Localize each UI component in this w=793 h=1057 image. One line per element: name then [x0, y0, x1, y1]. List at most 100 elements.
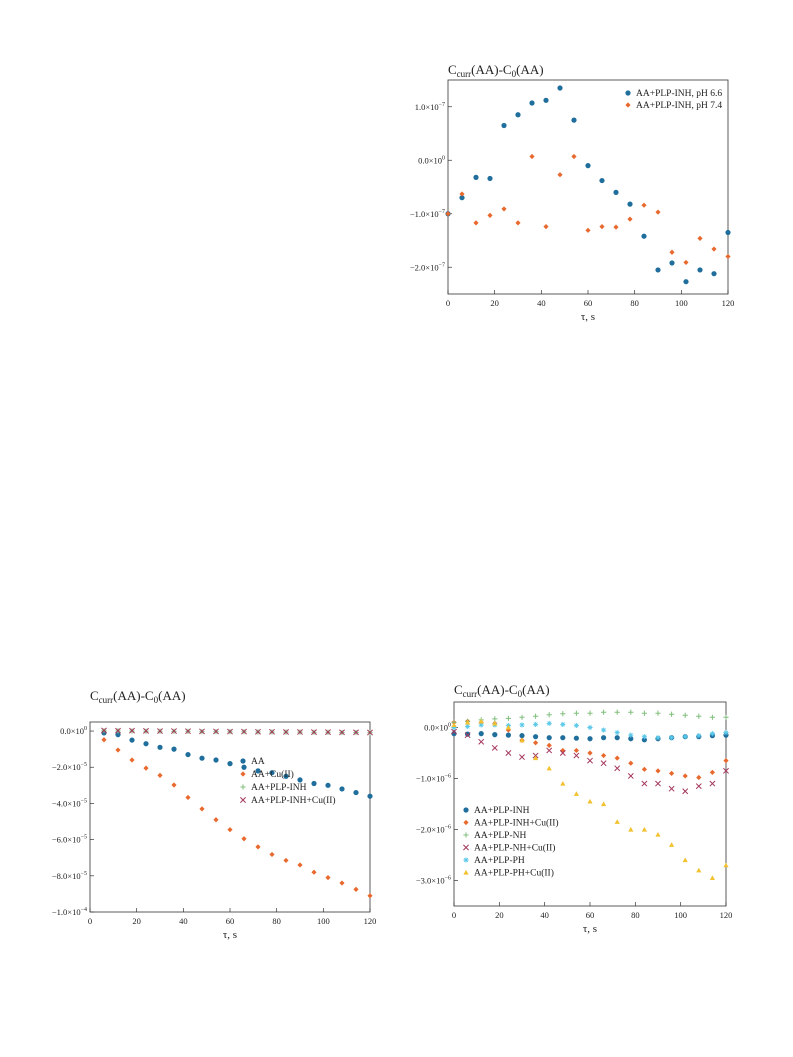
x-tick-label: 120: [720, 910, 733, 920]
legend-marker: [240, 758, 246, 764]
x-tick-label: 0: [452, 910, 456, 920]
legend-marker: [463, 857, 469, 863]
data-point: [709, 875, 715, 881]
data-point: [614, 755, 620, 761]
data-point: [546, 747, 553, 754]
data-point: [546, 735, 552, 741]
chart-plp-variants: Ccurr(AA)-C0(AA) 0 20 40 60 80 100 120 τ, s 0.0×1…: [398, 678, 743, 950]
data-point: [157, 728, 163, 735]
data-point: [573, 752, 580, 759]
series-2: [101, 728, 373, 736]
data-point: [573, 747, 579, 754]
data-point: [487, 212, 493, 218]
data-point: [241, 836, 247, 842]
data-point: [459, 195, 465, 201]
data-point: [213, 757, 219, 763]
data-point: [628, 826, 634, 832]
data-point: [696, 733, 702, 739]
data-point: [515, 220, 521, 226]
data-point: [682, 857, 688, 863]
legend-label: AA+PLP-INH+Cu(II): [474, 818, 559, 829]
data-point: [501, 206, 507, 212]
data-point: [185, 751, 191, 758]
data-point: [255, 728, 261, 735]
x-tick-label: 40: [179, 916, 188, 926]
data-point: [601, 752, 607, 759]
data-point: [696, 713, 702, 719]
data-point: [601, 735, 607, 741]
data-point: [725, 229, 731, 236]
data-point: [614, 709, 620, 715]
data-point: [669, 770, 675, 776]
data-point: [478, 731, 484, 737]
legend-marker: [240, 771, 246, 777]
data-point: [533, 740, 539, 746]
data-point: [529, 153, 535, 160]
data-point: [325, 875, 331, 881]
data-point: [297, 862, 303, 868]
data-point: [478, 738, 485, 745]
legend-marker: [625, 102, 631, 108]
data-point: [655, 768, 661, 774]
data-point: [655, 735, 661, 741]
data-point: [367, 893, 373, 899]
data-point: [695, 783, 702, 790]
x-tick-label: 20: [490, 298, 499, 308]
data-point: [515, 112, 521, 118]
legend-label: AA+PLP-PH+Cu(II): [474, 868, 554, 879]
data-point: [199, 755, 205, 761]
series-2: [451, 709, 729, 725]
data-point: [478, 722, 484, 728]
legend-marker: [463, 807, 469, 813]
data-point: [519, 722, 525, 728]
x-axis-label: τ, s: [581, 311, 595, 323]
data-point: [143, 741, 149, 747]
data-point: [560, 711, 566, 717]
data-point: [473, 174, 479, 180]
y-tick-label: −2.0×10−5: [52, 762, 87, 772]
data-point: [241, 764, 247, 770]
x-axis-label: τ, s: [223, 929, 237, 941]
data-point: [655, 209, 661, 215]
data-point: [546, 720, 552, 727]
data-point: [587, 736, 593, 742]
chart0-svg: Ccurr(AA)-C0(AA) 0 20 40 60 80 100 120 τ, s 1.0×1…: [410, 62, 734, 323]
data-point: [185, 728, 191, 735]
data-point: [283, 728, 289, 735]
data-point: [709, 780, 716, 787]
data-point: [492, 720, 498, 726]
legend-label: AA+PLP-INH: [251, 783, 307, 793]
data-point: [311, 869, 317, 875]
data-point: [505, 724, 511, 730]
y-tick-label: −1.0×10−7: [410, 209, 445, 219]
data-point: [723, 862, 729, 868]
data-point: [641, 233, 647, 239]
data-point: [367, 729, 373, 736]
data-point: [723, 714, 729, 720]
data-point: [641, 710, 647, 716]
data-point: [157, 744, 163, 750]
data-point: [451, 724, 457, 731]
data-point: [143, 765, 149, 771]
data-point: [465, 731, 471, 737]
data-point: [683, 279, 689, 285]
data-point: [627, 216, 633, 222]
x-tick-label: 60: [584, 298, 593, 308]
y-tick-label: −2.0×10−7: [410, 262, 445, 272]
y-tick-label: −1.0×10−4: [52, 907, 87, 917]
data-point: [560, 721, 566, 728]
legend-label: AA: [251, 757, 265, 767]
data-point: [255, 844, 261, 850]
data-point: [505, 732, 511, 738]
data-point: [585, 163, 591, 169]
data-point: [560, 781, 566, 786]
data-point: [157, 772, 163, 778]
series-0: [445, 85, 731, 285]
data-point: [451, 722, 457, 728]
data-point: [655, 710, 661, 716]
data-point: [725, 253, 731, 260]
chart2-svg: Ccurr(AA)-C0(AA) 0 20 40 60 80 100 120 τ, s 0.0×1…: [416, 682, 733, 935]
data-point: [628, 732, 634, 738]
data-point: [255, 768, 261, 774]
data-point: [533, 734, 539, 740]
